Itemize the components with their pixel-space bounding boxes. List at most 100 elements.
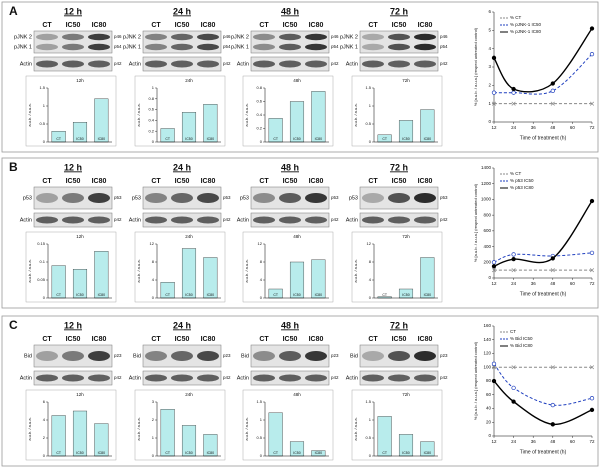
y-tick-label: 1 bbox=[369, 417, 372, 422]
loading-size: p42 bbox=[114, 375, 122, 380]
band bbox=[253, 33, 275, 41]
band bbox=[36, 193, 58, 203]
lane-label: CT bbox=[151, 22, 161, 29]
legend-label: % CT bbox=[510, 171, 522, 176]
y-tick-label: 0.8 bbox=[148, 96, 154, 101]
band bbox=[36, 33, 58, 41]
band-size: p23 bbox=[223, 353, 231, 358]
band bbox=[145, 216, 167, 224]
y-tick-label: 1 bbox=[152, 435, 155, 440]
band bbox=[305, 351, 327, 361]
y-tick-label: 0 bbox=[488, 433, 491, 438]
lane-label: IC80 bbox=[201, 22, 216, 29]
panel-label: B bbox=[9, 160, 18, 174]
band-size: p54 bbox=[223, 44, 231, 49]
y-tick-label: 8 bbox=[260, 259, 263, 264]
point bbox=[491, 361, 497, 366]
band bbox=[62, 43, 84, 51]
y-tick-label: 0.5 bbox=[256, 435, 262, 440]
point bbox=[511, 101, 516, 106]
y-tick-label: 100 bbox=[483, 364, 491, 369]
category-label: CT bbox=[273, 137, 279, 141]
band-size: p53 bbox=[223, 195, 231, 200]
y-tick-label: 8 bbox=[152, 259, 155, 264]
point bbox=[511, 252, 516, 257]
loading-size: p42 bbox=[331, 61, 339, 66]
band-size: p53 bbox=[440, 195, 448, 200]
category-label: IC80 bbox=[424, 137, 431, 141]
point bbox=[491, 90, 497, 95]
y-tick-label: 0 bbox=[43, 453, 46, 458]
y-tick-label: 1 bbox=[369, 103, 372, 108]
band-name: p53 bbox=[132, 195, 141, 201]
y-axis-label: % [a.u.b. / a.u.a.] (respect untreated c… bbox=[473, 341, 478, 420]
bar bbox=[94, 98, 109, 143]
point bbox=[491, 378, 497, 384]
category-label: CT bbox=[165, 293, 171, 297]
legend-label: % pJNK-1 IC50 bbox=[510, 22, 542, 27]
y-tick-label: 0 bbox=[260, 139, 263, 144]
point bbox=[491, 55, 497, 60]
y-tick-label: 20 bbox=[486, 419, 492, 424]
lane-label: IC50 bbox=[283, 336, 298, 343]
loading-size: p42 bbox=[114, 217, 122, 222]
loading-name: Actin bbox=[237, 375, 249, 381]
category-label: IC50 bbox=[76, 293, 83, 297]
band bbox=[171, 216, 193, 224]
lane-label: IC50 bbox=[283, 22, 298, 29]
x-tick-label: 36 bbox=[531, 125, 537, 130]
y-tick-label: 0 bbox=[43, 295, 46, 300]
band bbox=[388, 33, 410, 41]
band-size: p46 bbox=[331, 34, 339, 39]
band bbox=[36, 216, 58, 224]
y-tick-label: 0.4 bbox=[256, 112, 262, 117]
point bbox=[491, 260, 497, 265]
band bbox=[145, 43, 167, 51]
point bbox=[550, 101, 555, 106]
loading-size: p42 bbox=[440, 217, 448, 222]
band bbox=[36, 60, 58, 68]
loading-name: Actin bbox=[20, 217, 32, 223]
series-line bbox=[493, 252, 593, 263]
time-label: 72 h bbox=[390, 6, 408, 16]
band bbox=[62, 33, 84, 41]
y-tick-label: 0.6 bbox=[148, 107, 154, 112]
band-size: p46 bbox=[114, 34, 122, 39]
y-tick-label: 1 bbox=[152, 85, 155, 90]
lane-label: IC80 bbox=[92, 22, 107, 29]
y-axis-label: a.u.b. / a.u.a. bbox=[244, 103, 249, 126]
time-label: 12 h bbox=[64, 320, 82, 330]
legend-label: % p53 IC80 bbox=[510, 185, 534, 190]
lane-label: CT bbox=[42, 22, 52, 29]
y-axis-label: a.u.b. / a.u.a. bbox=[136, 259, 141, 282]
category-label: IC80 bbox=[424, 451, 431, 455]
y-tick-label: 0.15 bbox=[37, 241, 46, 246]
panel-label: A bbox=[9, 4, 18, 18]
lane-label: CT bbox=[151, 336, 161, 343]
band bbox=[88, 43, 110, 51]
point bbox=[511, 90, 516, 95]
panel-frame bbox=[1, 157, 599, 309]
band bbox=[362, 60, 384, 68]
band bbox=[88, 60, 110, 68]
point bbox=[550, 402, 555, 408]
lane-label: CT bbox=[42, 336, 52, 343]
y-tick-label: 0 bbox=[369, 295, 372, 300]
lane-label: IC80 bbox=[201, 336, 216, 343]
x-tick-label: 60 bbox=[570, 125, 576, 130]
y-tick-label: 800 bbox=[483, 212, 491, 217]
y-tick-label: 1 bbox=[488, 101, 491, 106]
y-axis-label: a.u.b. / a.u.a. bbox=[136, 417, 141, 440]
category-label: IC80 bbox=[315, 137, 322, 141]
band bbox=[62, 60, 84, 68]
y-tick-label: 1000 bbox=[481, 197, 492, 202]
band-name: pJNK 2 bbox=[14, 34, 32, 40]
band-size: p53 bbox=[331, 195, 339, 200]
category-label: IC50 bbox=[185, 451, 192, 455]
band bbox=[88, 216, 110, 224]
category-label: IC80 bbox=[207, 293, 214, 297]
band bbox=[197, 33, 219, 41]
y-tick-label: 0.2 bbox=[148, 128, 154, 133]
y-tick-label: 4 bbox=[369, 277, 372, 282]
y-tick-label: 5 bbox=[488, 28, 491, 33]
